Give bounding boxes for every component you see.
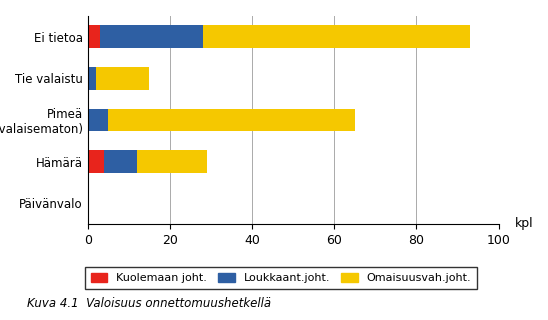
Bar (88, 150, 104, 173)
Bar (100, 26, 203, 48)
Legend: Kuolemaan joht., Loukkaant.joht., Omaisuusvah.joht.: Kuolemaan joht., Loukkaant.joht., Omaisu… (85, 267, 477, 289)
Bar (96, 67, 149, 90)
Bar (88, 26, 100, 48)
Text: kpl: kpl (515, 217, 534, 230)
Text: Kuva 4.1  Valoisuus onnettomuushetkellä: Kuva 4.1 Valoisuus onnettomuushetkellä (27, 297, 271, 310)
Bar (137, 150, 207, 173)
Bar (109, 108, 355, 132)
Bar (104, 150, 137, 173)
Bar (203, 26, 470, 48)
Bar (88, 67, 96, 90)
Bar (88, 108, 109, 132)
